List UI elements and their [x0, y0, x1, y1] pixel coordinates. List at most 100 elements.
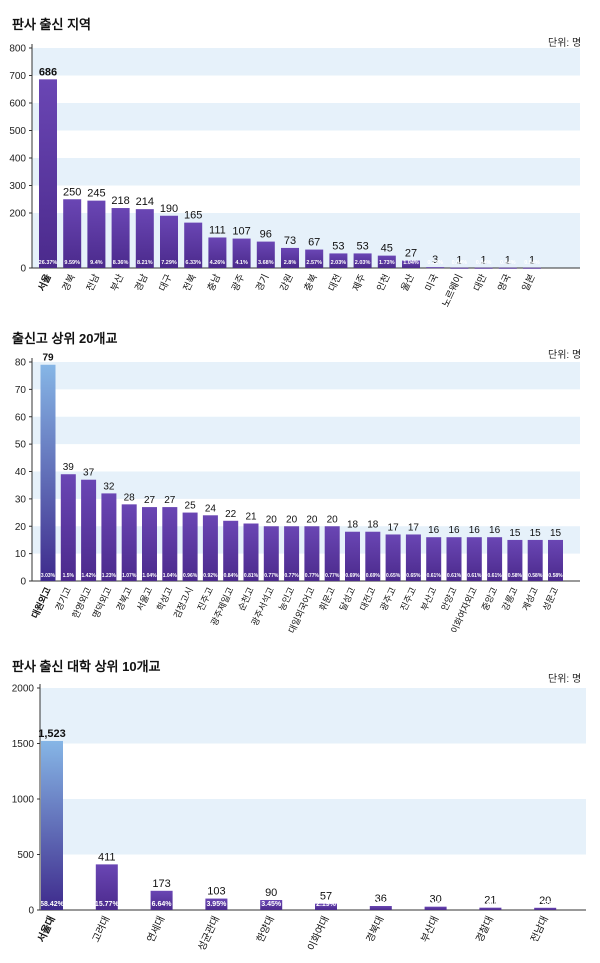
bar — [81, 479, 97, 581]
unit-label-university: 단위: 명 — [548, 674, 582, 685]
category-label: 제주 — [351, 272, 368, 293]
bar — [345, 531, 360, 581]
bar — [184, 222, 203, 268]
grid-band — [32, 48, 580, 76]
percent-label: 9.59% — [64, 260, 80, 266]
bar — [385, 534, 401, 581]
grid-band — [32, 158, 580, 186]
percent-label: 0.77% — [305, 573, 320, 579]
category-label: 진주고 — [196, 586, 216, 613]
percent-label: 4.1% — [235, 260, 248, 266]
value-label: 245 — [87, 188, 105, 200]
category-label: 전남대 — [528, 914, 551, 944]
category-label: 안양고 — [439, 586, 459, 613]
bar — [426, 267, 445, 269]
percent-label: 8.36% — [113, 260, 129, 266]
chart-title-university: 판사 출신 대학 상위 10개교 — [12, 659, 161, 674]
value-label: 218 — [111, 195, 129, 207]
chart-panel-highschool: 출신고 상위 20개교 단위: 명 0 10 20 30 40 50 60 70 80 79 3.0… — [0, 318, 600, 656]
percent-label: 15.77% — [95, 901, 120, 908]
category-label: 능인고 — [277, 586, 297, 613]
category-label: 진주고 — [399, 586, 419, 613]
value-label: 111 — [209, 224, 226, 236]
percent-label: 0.69% — [366, 573, 381, 579]
category-label: 연세대 — [145, 914, 168, 944]
bar — [40, 364, 56, 581]
y-tick-label: 500 — [17, 850, 34, 861]
y-tick-label: 30 — [15, 494, 27, 505]
category-label: 경기 — [253, 272, 271, 293]
value-label: 107 — [232, 226, 250, 238]
category-label: 부산대 — [419, 914, 442, 944]
percent-label: 0.58% — [508, 573, 523, 579]
value-label: 17 — [388, 522, 400, 533]
bar — [160, 215, 178, 268]
category-label: 경남 — [132, 272, 150, 293]
grid-band — [32, 471, 580, 499]
percent-label: 1.73% — [379, 260, 395, 266]
region-bar-chart: 0 200 300 400 500 600 700 800 686 26.37% 서울 250 9.59… — [9, 44, 580, 309]
percent-label: 1.38% — [371, 901, 392, 908]
category-label: 한양대 — [254, 914, 277, 944]
category-label: 강원 — [278, 273, 295, 293]
value-label: 18 — [367, 520, 379, 531]
bar — [263, 526, 279, 581]
bar — [256, 241, 275, 268]
percent-label: 0.65% — [386, 573, 401, 579]
category-label: 광주고 — [377, 585, 397, 612]
category-label: 대구 — [157, 272, 174, 293]
percent-label: 0.61% — [467, 573, 482, 579]
category-label: 강릉고 — [500, 586, 520, 613]
category-label: 대원외고 — [29, 585, 53, 620]
value-label: 16 — [469, 525, 481, 536]
value-label: 20 — [266, 514, 278, 525]
chart-title-region: 판사 출신 지역 — [12, 17, 91, 32]
y-tick-label: 50 — [15, 440, 27, 451]
value-label: 3 — [432, 254, 438, 266]
category-label: 노르웨이 — [439, 272, 465, 309]
percent-label: 1.23% — [102, 573, 117, 579]
value-label: 1 — [529, 255, 535, 267]
category-label: 서울고 — [135, 586, 155, 613]
category-label: 학성고 — [155, 586, 175, 613]
value-label: 27 — [144, 495, 156, 506]
category-label: 울산 — [399, 272, 416, 293]
value-label: 16 — [448, 525, 460, 536]
bar — [60, 474, 76, 581]
value-label: 73 — [284, 235, 296, 247]
value-label: 32 — [103, 481, 115, 492]
percent-label: 1.5% — [63, 573, 75, 579]
percent-label: 0.84% — [224, 573, 239, 579]
value-label: 67 — [308, 237, 320, 249]
percent-label: 2.03% — [331, 260, 347, 266]
bar — [377, 255, 396, 268]
bar — [205, 898, 228, 910]
bar — [41, 740, 63, 910]
value-label: 28 — [124, 492, 136, 503]
percent-label: 1.42% — [82, 573, 97, 579]
bar — [329, 253, 348, 268]
unit-label-highschool: 단위: 명 — [548, 350, 582, 361]
value-label: 20 — [306, 514, 318, 525]
category-label: 경북 — [60, 272, 78, 293]
bar — [208, 237, 227, 268]
percent-label: 0.58% — [528, 573, 543, 579]
value-label: 22 — [225, 509, 237, 520]
value-label: 1 — [481, 255, 487, 267]
bar — [260, 900, 283, 910]
value-label: 17 — [408, 522, 420, 533]
bar — [405, 534, 421, 581]
bar — [305, 249, 324, 268]
percent-label: 0.77% — [535, 901, 556, 908]
bar — [223, 520, 239, 581]
value-label: 214 — [136, 196, 154, 208]
y-tick-label: 600 — [9, 99, 26, 110]
chart-panel-university: 판사 출신 대학 상위 10개교 단위: 명 0 500 1000 1500 2000 1… — [0, 650, 600, 963]
percent-label: 0.65% — [406, 573, 421, 579]
category-label: 서울대 — [34, 914, 57, 945]
y-tick-label: 70 — [15, 385, 27, 396]
value-label: 90 — [265, 887, 277, 899]
value-label: 25 — [185, 501, 197, 512]
value-label: 53 — [356, 240, 368, 252]
bar — [182, 512, 198, 581]
